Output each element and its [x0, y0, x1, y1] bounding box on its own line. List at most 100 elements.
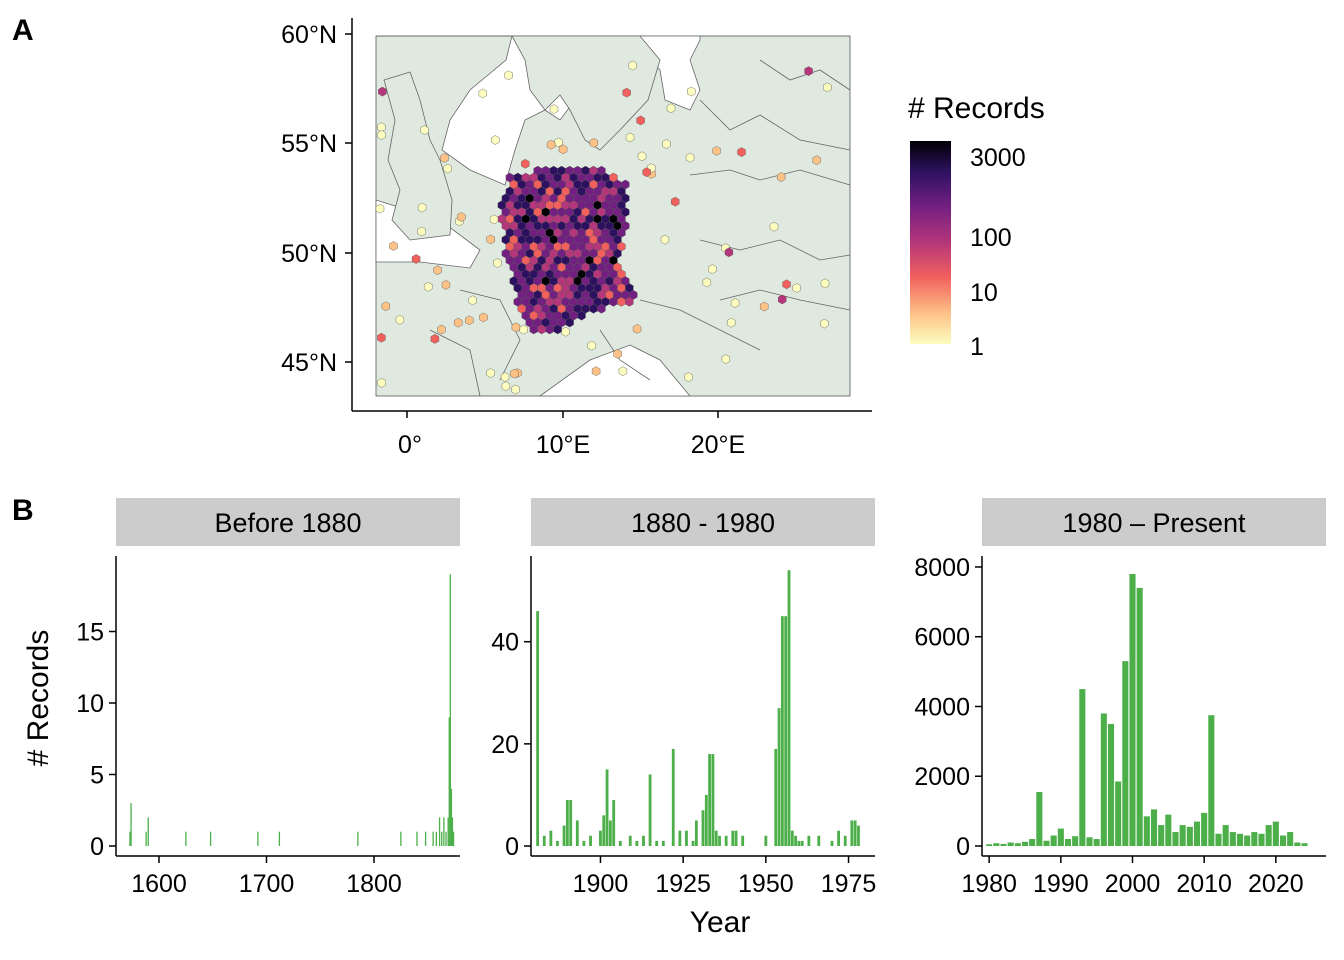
x-tick-label: 2000 — [1105, 870, 1161, 898]
bar — [986, 844, 993, 846]
hex-cell — [424, 281, 433, 292]
bar — [837, 830, 841, 846]
bar — [542, 835, 546, 846]
map-lon-ticks: 0° 10°E 20°E — [398, 411, 745, 459]
bar — [678, 830, 682, 846]
y-tick-label: 0 — [90, 833, 104, 861]
hex-cell — [441, 280, 451, 290]
bar — [1215, 833, 1222, 846]
bar — [445, 831, 447, 846]
bar — [608, 820, 612, 846]
hex-cell — [433, 265, 442, 276]
hex-cell — [454, 317, 463, 328]
hexbin-cells — [375, 60, 832, 395]
bar — [556, 840, 559, 846]
hex-cell — [377, 332, 386, 343]
legend-tick-label: 100 — [970, 224, 1012, 252]
bar — [449, 574, 451, 846]
bar — [1057, 828, 1064, 846]
bar — [145, 831, 147, 846]
bar — [443, 817, 445, 846]
bar — [130, 803, 132, 846]
bar — [857, 825, 860, 846]
hex-cell — [777, 172, 786, 182]
hex-cell — [389, 241, 398, 251]
hex-cell — [468, 295, 477, 306]
hex-cell — [708, 264, 717, 274]
panel-label-a: A — [12, 14, 34, 47]
hex-cell — [589, 303, 598, 314]
hex-cell — [504, 70, 513, 81]
x-tick-label: 2020 — [1248, 870, 1304, 898]
bar — [549, 830, 553, 846]
bar — [424, 831, 427, 846]
facet-title: 1980 – Present — [1062, 508, 1246, 538]
hex-cell — [625, 132, 635, 143]
hex-cell — [618, 366, 628, 377]
hex-cell — [491, 135, 500, 145]
y-tick-label: 4000 — [914, 693, 970, 721]
hex-cell — [760, 301, 769, 312]
map-sea-med — [538, 344, 691, 397]
bar — [694, 820, 698, 846]
hex-cell — [617, 296, 626, 307]
lat-tick-label: 55°N — [281, 130, 337, 158]
bar — [1251, 832, 1258, 846]
lat-tick-label: 50°N — [281, 240, 337, 268]
bar — [605, 769, 609, 846]
hex-cell — [721, 354, 730, 364]
facet-before-1880: Before 1880 0 5 10 15 1600 1700 1800 — [76, 498, 460, 898]
y-tick-label: 20 — [491, 731, 519, 759]
hex-cell — [702, 277, 711, 288]
bar — [853, 820, 857, 846]
bar — [447, 817, 449, 846]
legend-tick-label: 10 — [970, 279, 998, 307]
bar — [800, 840, 804, 846]
bar — [400, 831, 402, 846]
hex-cell — [510, 368, 519, 379]
hex-cell — [820, 318, 829, 329]
bar — [1050, 835, 1057, 846]
bar — [1021, 841, 1029, 846]
hex-cell — [546, 139, 556, 150]
hex-cell — [377, 122, 386, 133]
hex-cell — [589, 138, 598, 148]
lon-tick-label: 20°E — [691, 431, 745, 459]
bar — [1043, 840, 1050, 846]
bar — [147, 817, 149, 846]
bar — [582, 840, 586, 846]
bar — [628, 835, 632, 846]
bar — [1301, 843, 1308, 846]
hex-cell — [637, 151, 647, 162]
hex-cell — [712, 146, 721, 156]
map-land-scandinavia — [511, 35, 661, 151]
bar — [1072, 836, 1079, 846]
bar — [357, 831, 359, 846]
lon-tick-label: 0° — [398, 431, 422, 459]
bar — [1258, 833, 1265, 846]
hex-cell — [597, 303, 606, 314]
bar — [797, 840, 801, 846]
y-tick-label: 40 — [491, 629, 519, 657]
bar — [599, 830, 602, 846]
bar — [1222, 825, 1229, 846]
bar — [536, 611, 540, 846]
hex-cell — [377, 130, 386, 140]
hex-cell — [545, 324, 554, 335]
hex-cell — [378, 86, 387, 97]
bar — [257, 831, 259, 846]
records-hexbin-map: 45°N 50°N 55°N 60°N 0° 10°E 20°E # Recor… — [281, 18, 1045, 459]
bar — [575, 820, 579, 846]
hex-cell — [687, 86, 696, 97]
bar — [451, 817, 454, 846]
bar — [1244, 835, 1251, 846]
hex-cell — [493, 258, 502, 268]
bar — [1272, 821, 1279, 846]
bar — [1129, 573, 1136, 846]
hex-cell — [792, 283, 801, 293]
hex-cell — [577, 310, 586, 321]
bar — [1172, 832, 1179, 846]
hex-cell — [823, 82, 832, 93]
hex-cell — [632, 324, 642, 334]
bar — [1107, 723, 1115, 846]
